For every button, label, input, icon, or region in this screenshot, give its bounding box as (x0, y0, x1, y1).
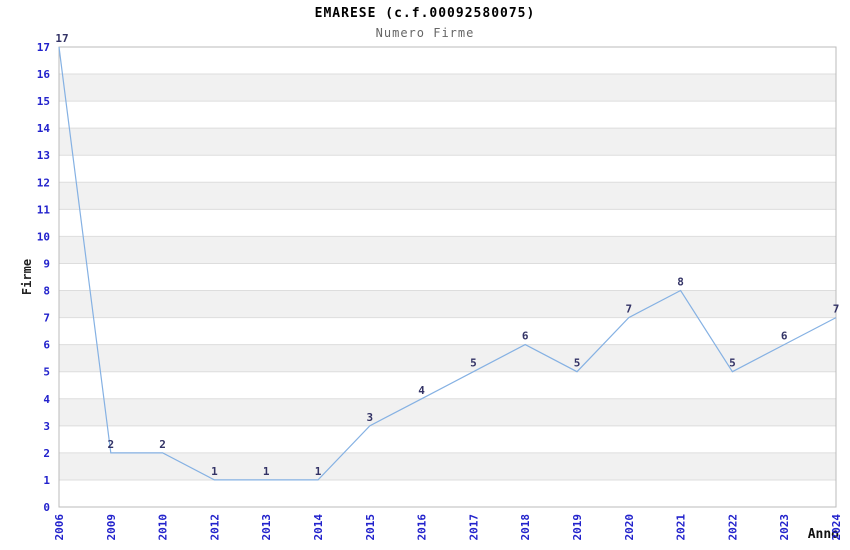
point-label: 7 (833, 303, 840, 316)
point-label: 5 (470, 357, 477, 370)
chart-subtitle: Numero Firme (375, 26, 475, 40)
y-tick-label: 16 (37, 68, 51, 81)
y-tick-label: 3 (43, 420, 50, 433)
x-tick-label: 2015 (364, 514, 377, 541)
y-tick-label: 15 (37, 95, 50, 108)
y-tick-label: 7 (43, 312, 50, 325)
band (59, 128, 836, 156)
point-label: 17 (55, 32, 68, 45)
x-tick-label: 2013 (260, 514, 273, 541)
band (59, 398, 836, 426)
x-tick-label: 2014 (312, 514, 325, 541)
x-tick-label: 2023 (778, 514, 791, 541)
x-tick-label: 2020 (623, 514, 636, 541)
y-tick-label: 8 (43, 285, 50, 298)
y-tick-label: 4 (43, 393, 50, 406)
y-tick-label: 1 (43, 474, 50, 487)
band (59, 344, 836, 372)
point-label: 1 (315, 465, 322, 478)
x-tick-label: 2019 (571, 514, 584, 541)
x-tick-label: 2021 (675, 514, 688, 541)
point-label: 1 (211, 465, 218, 478)
y-tick-label: 5 (43, 366, 50, 379)
point-label: 5 (574, 357, 581, 370)
point-label: 6 (522, 330, 529, 343)
y-tick-label: 13 (37, 149, 50, 162)
point-label: 3 (366, 411, 373, 424)
point-label: 2 (159, 438, 166, 451)
x-tick-label: 2022 (726, 514, 739, 541)
y-tick-label: 0 (43, 501, 50, 514)
point-label: 6 (781, 330, 788, 343)
band (59, 290, 836, 318)
point-label: 7 (625, 303, 632, 316)
y-tick-label: 11 (37, 203, 51, 216)
data-line (58, 46, 837, 481)
x-tick-label: 2024 (830, 514, 843, 541)
y-tick-label: 9 (43, 257, 50, 270)
y-tick-label: 6 (43, 339, 50, 352)
y-tick-label: 12 (37, 176, 50, 189)
x-axis-title: Anno (807, 527, 839, 542)
point-label: 8 (677, 276, 684, 289)
x-tick-label: 2012 (208, 514, 221, 541)
x-tick-label: 2017 (467, 514, 480, 541)
chart-title: EMARESE (c.f.00092580075) (314, 6, 536, 21)
y-tick-label: 2 (43, 447, 50, 460)
band (59, 452, 836, 480)
x-tick-label: 2018 (519, 514, 532, 541)
x-tick-label: 2009 (105, 514, 118, 541)
x-tick-label: 2006 (53, 514, 66, 541)
band (59, 74, 836, 102)
point-label: 2 (107, 438, 114, 451)
y-tick-label: 10 (37, 230, 50, 243)
point-label: 5 (729, 357, 736, 370)
y-tick-label: 14 (37, 122, 51, 135)
band (59, 236, 836, 264)
x-tick-label: 2016 (416, 514, 429, 541)
x-tick-label: 2010 (157, 514, 170, 541)
point-label: 1 (263, 465, 270, 478)
band (59, 182, 836, 210)
y-tick-label: 17 (37, 41, 50, 54)
plot-frame (58, 46, 837, 508)
point-label: 4 (418, 384, 425, 397)
